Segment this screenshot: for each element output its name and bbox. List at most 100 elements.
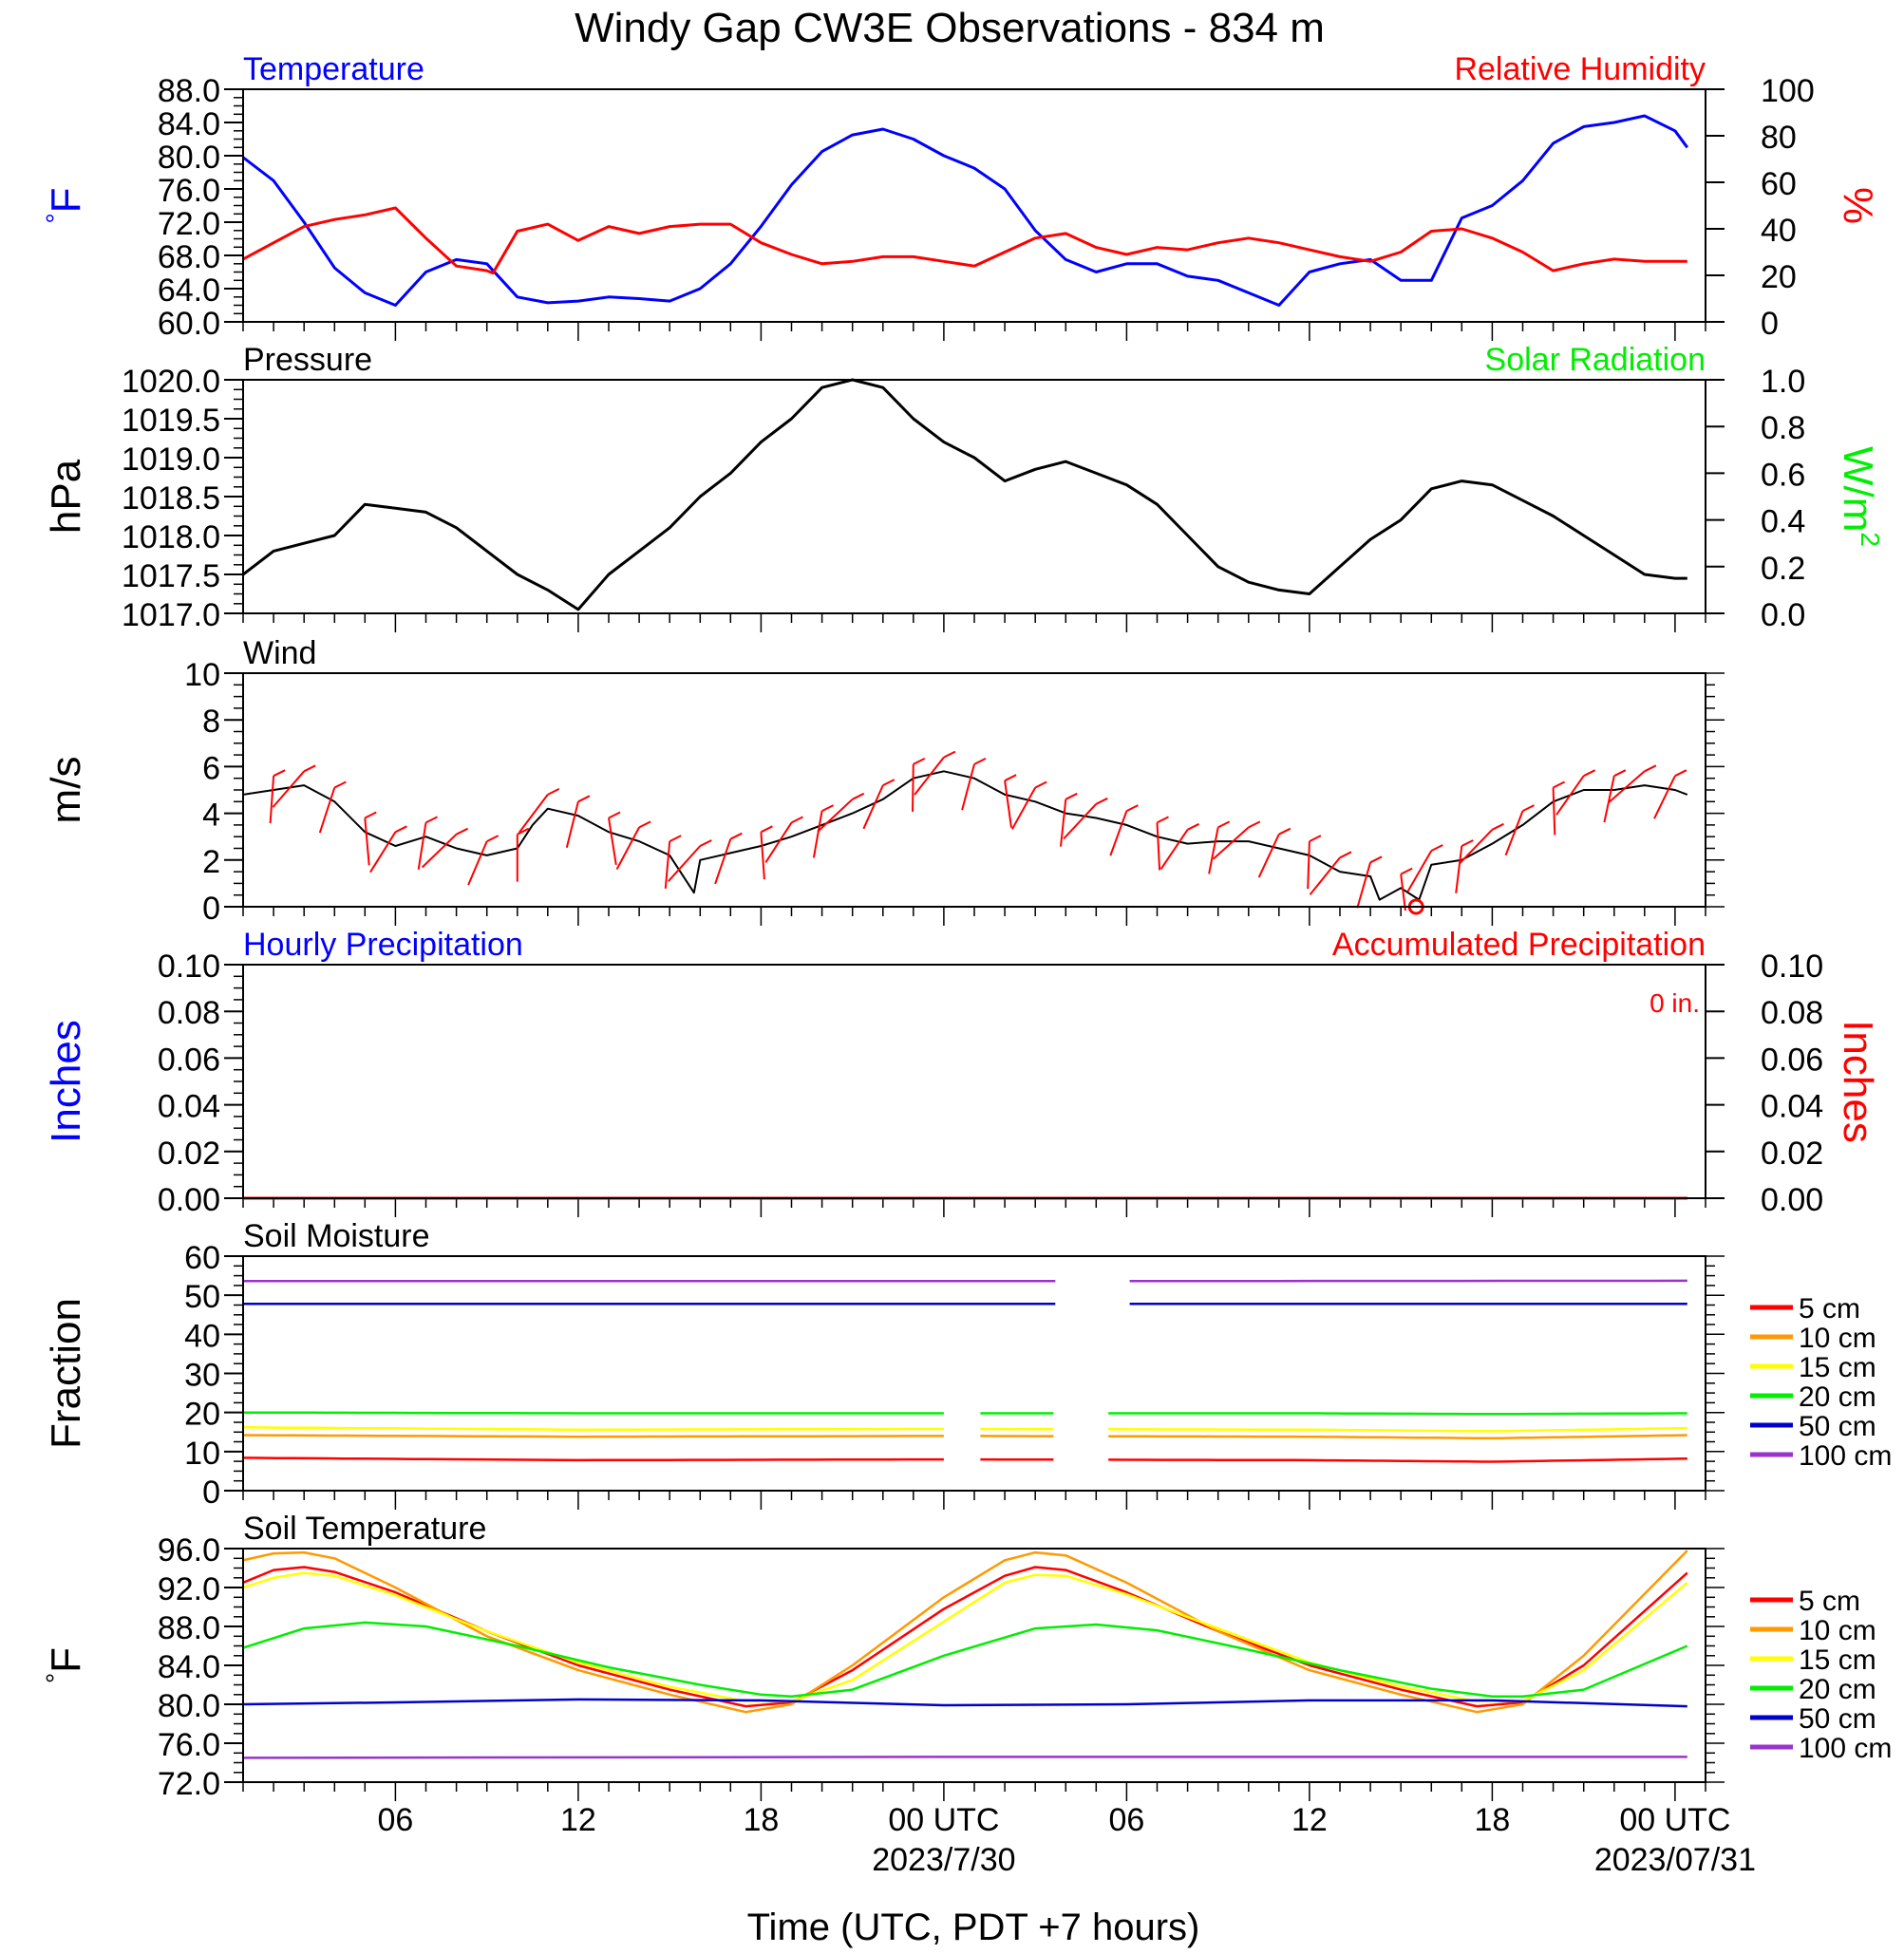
wind-barb-flag (1369, 855, 1383, 864)
panels: 60.064.068.072.076.080.084.088.002040608… (41, 51, 1892, 1802)
wind-barb (1212, 826, 1250, 860)
soil-moisture-line-5cm (1108, 1456, 1687, 1463)
y-tick-label-left: 0 (202, 891, 220, 927)
legend-label: 20 cm (1799, 1381, 1876, 1413)
plot-frame (242, 1548, 1706, 1783)
wind-barb-flag (1553, 780, 1566, 789)
y-tick-label-left: 76.0 (158, 173, 220, 209)
legend-label: 15 cm (1799, 1644, 1876, 1676)
y-tick-label-right: 0.8 (1761, 410, 1805, 446)
y-tick-label-left: 50 (184, 1279, 220, 1315)
wind-speed-line (243, 770, 1688, 901)
wind-barb (1208, 827, 1219, 874)
y-tick-label-left: 80.0 (158, 1688, 220, 1724)
y-tick-label-right: 0.06 (1761, 1042, 1823, 1078)
wind-barb-flag (1522, 804, 1535, 812)
wind-barb (364, 817, 370, 866)
wind-barb-flag (1187, 822, 1200, 831)
y-axis-label-left: m/s (43, 757, 89, 824)
panel-title-right: Relative Humidity (1454, 51, 1706, 87)
wind-barb (668, 845, 702, 882)
legend-label: 50 cm (1799, 1411, 1876, 1442)
wind-barb (764, 821, 793, 863)
y-tick-label-left: 0.06 (158, 1042, 220, 1078)
y-tick-label-right: 0.4 (1761, 504, 1805, 540)
panel-title-left: Pressure (243, 342, 372, 378)
wind-barb-flag (1339, 851, 1352, 859)
legend-label: 100 cm (1799, 1733, 1892, 1764)
y-tick-label-left: 1018.0 (122, 519, 220, 555)
wind-barb-flag (1400, 867, 1413, 875)
wind-barb-flag (425, 816, 438, 824)
wind-barb (664, 841, 671, 889)
y-tick-label-left: 1017.5 (122, 558, 220, 594)
y-tick-label-left: 4 (202, 798, 220, 834)
wind-barb-flag (517, 827, 530, 836)
legend-label: 10 cm (1799, 1615, 1876, 1646)
wind-barb (1603, 775, 1615, 823)
wind-barb (318, 787, 336, 834)
y-axis-label-right: W/m2 (1835, 446, 1885, 547)
y-tick-label-left: 1020.0 (122, 364, 220, 400)
series-group (243, 1550, 1688, 1759)
wind-barb-flag (943, 750, 956, 759)
y-tick-label-right: 100 (1761, 73, 1815, 109)
humidity-line (243, 206, 1687, 275)
wind-barb (1156, 822, 1161, 871)
soil-moisture-line-20cm (243, 1411, 944, 1415)
wind-barb-flag (729, 832, 743, 840)
series-group (243, 378, 1687, 611)
x-tick-label: 00 UTC (1619, 1802, 1730, 1838)
panel-title-left: Soil Temperature (243, 1511, 486, 1547)
wind-barb (369, 831, 397, 874)
y-tick-label-left: 6 (202, 750, 220, 786)
x-tick-label: 12 (1291, 1802, 1328, 1838)
wind-barb-flag (1248, 820, 1261, 829)
soil-moisture-line-15cm (243, 1426, 944, 1432)
y-tick-label-left: 72.0 (158, 206, 220, 242)
wind-barb (1004, 780, 1012, 828)
wind-barb (1109, 810, 1128, 856)
x-tick-date: 2023/7/30 (872, 1842, 1015, 1878)
x-tick-label: 18 (743, 1802, 779, 1838)
y-tick-label-right: 0.08 (1761, 995, 1823, 1031)
series-group (243, 750, 1688, 911)
wind-barb (714, 838, 732, 885)
wind-barb-flag (1125, 804, 1139, 812)
wind-barb-flag (669, 835, 682, 842)
y-tick-label-left: 1018.5 (122, 480, 220, 517)
y-tick-label-right: 0.10 (1761, 949, 1823, 985)
wind-barb (565, 801, 579, 849)
wind-barb (421, 833, 458, 869)
legend-label: 20 cm (1799, 1674, 1876, 1705)
wind-barb (1063, 803, 1098, 839)
y-tick-label-left: 2 (202, 844, 220, 880)
panel-4: 0.00 0.02 0.04 0.06 0.08 0.10 0.00 0.02 0.04 0.06… (43, 927, 1881, 1218)
wind-barb (1309, 856, 1341, 895)
panel-title-left: Soil Moisture (243, 1218, 430, 1254)
wind-barb (1504, 810, 1524, 856)
wind-barb-flag (1065, 792, 1078, 800)
y-tick-label-right: 60 (1761, 166, 1797, 202)
wind-barb-flag (638, 820, 651, 829)
panel-title-left: Hourly Precipitation (243, 927, 523, 963)
series-group (243, 114, 1689, 307)
y-axis-label-right: % (1835, 187, 1881, 224)
wind-barb (1159, 829, 1189, 870)
y-tick-label-left: 72.0 (158, 1766, 220, 1802)
y-tick-label-left: 0.04 (158, 1089, 220, 1125)
wind-barb-flag (486, 835, 500, 842)
y-tick-label-right: 0.2 (1761, 551, 1805, 587)
legend-label: 10 cm (1799, 1323, 1876, 1354)
y-axis-label-left: Fraction (43, 1298, 89, 1449)
wind-barb-flag (547, 788, 560, 796)
wind-barb (1356, 862, 1372, 909)
y-tick-label-left: 0.08 (158, 995, 220, 1031)
panel-title-right: Accumulated Precipitation (1332, 927, 1706, 963)
wind-barb (1455, 845, 1463, 893)
y-axis-label-left: Inches (43, 1020, 89, 1143)
wind-barb-flag (333, 780, 347, 789)
y-tick-label-right: 20 (1761, 259, 1797, 295)
plot-frame (242, 964, 1706, 1199)
soil-moisture-line-20cm (1108, 1412, 1687, 1416)
